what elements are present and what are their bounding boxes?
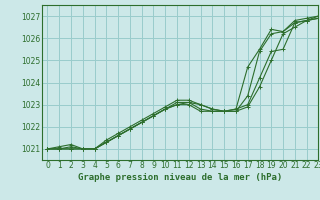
X-axis label: Graphe pression niveau de la mer (hPa): Graphe pression niveau de la mer (hPa) (78, 173, 282, 182)
